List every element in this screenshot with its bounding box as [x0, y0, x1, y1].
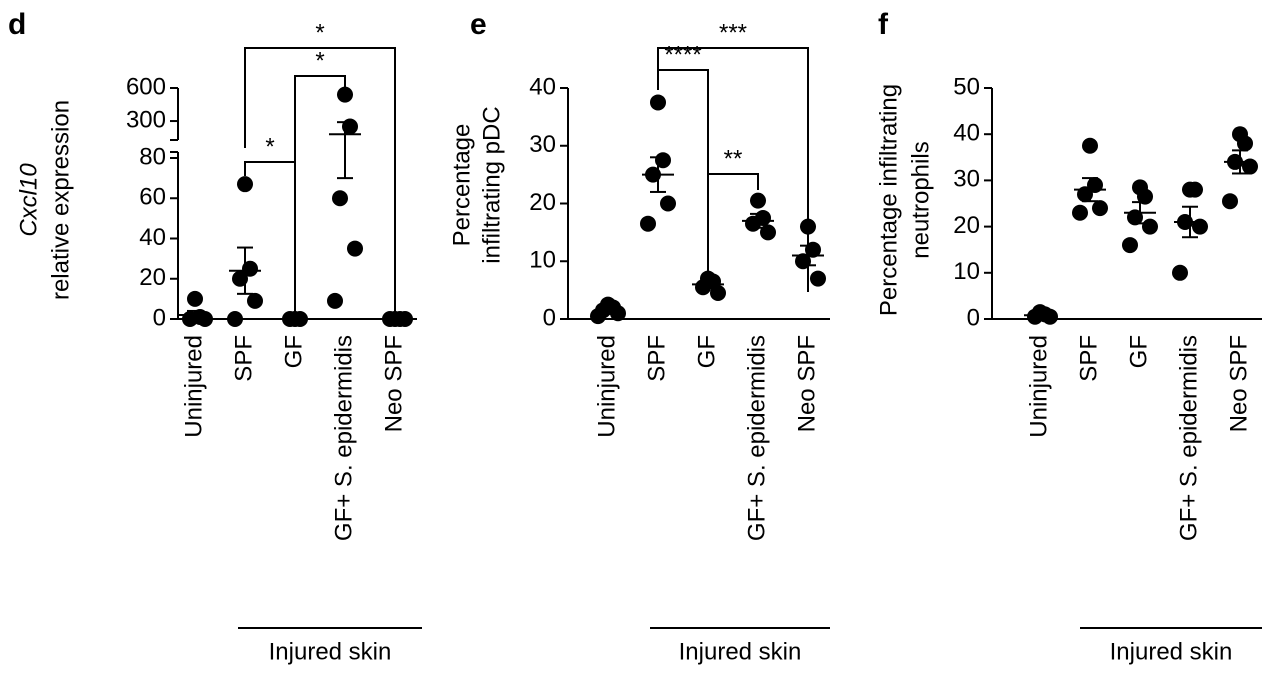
data-point [1122, 237, 1138, 254]
group-label: Injured skin [269, 638, 392, 665]
significance-label: * [265, 133, 274, 160]
x-tick-label: Uninjured [1025, 335, 1052, 438]
x-tick-label: SPF [1075, 335, 1102, 382]
significance-label: * [315, 19, 324, 46]
significance-label: **** [664, 41, 701, 68]
data-point [332, 190, 348, 207]
data-point [347, 240, 363, 257]
y-tick-label: 50 [953, 73, 980, 100]
y-tick-label: 40 [529, 73, 556, 100]
x-tick-label: Uninjured [593, 335, 620, 438]
significance-label: * [315, 47, 324, 74]
data-point [337, 86, 353, 103]
y-tick-label: 300 [126, 106, 166, 133]
x-tick-label: GF [280, 335, 307, 368]
y-tick-label: 60 [139, 184, 166, 211]
data-point [1042, 308, 1058, 325]
y-tick-label: 20 [529, 189, 556, 216]
y-tick-label: 20 [953, 212, 980, 239]
x-tick-label: Neo SPF [793, 335, 820, 432]
y-axis-label: relative expression [47, 100, 74, 300]
x-tick-label: GF+ S. epidermidis [1175, 335, 1202, 541]
panel-letter: e [470, 8, 487, 41]
y-tick-label: 40 [139, 224, 166, 251]
y-tick-label: 600 [126, 73, 166, 100]
data-point [247, 292, 263, 309]
panel-letter: d [8, 8, 26, 41]
y-axis-label: Percentage [448, 124, 475, 247]
data-point [1142, 218, 1158, 235]
x-tick-label: SPF [230, 335, 257, 382]
group-label: Injured skin [679, 638, 802, 665]
data-point [1187, 181, 1203, 198]
y-axis-label: infiltrating pDC [478, 106, 505, 263]
group-label: Injured skin [1110, 638, 1233, 665]
significance-bracket [657, 47, 809, 292]
data-point [660, 195, 676, 212]
x-tick-label: Neo SPF [380, 335, 407, 432]
panel-letter: f [878, 8, 889, 41]
x-tick-label: GF+ S. epidermidis [330, 335, 357, 541]
x-tick-label: SPF [643, 335, 670, 382]
y-tick-label: 20 [139, 264, 166, 291]
significance-bracket [294, 75, 346, 312]
y-tick-label: 40 [953, 120, 980, 147]
y-tick-label: 0 [543, 304, 556, 331]
data-point [1172, 264, 1188, 281]
data-point [1092, 200, 1108, 217]
y-tick-label: 0 [153, 304, 166, 331]
data-point [650, 94, 666, 111]
y-tick-label: 30 [529, 131, 556, 158]
x-tick-label: GF+ S. epidermidis [743, 335, 770, 541]
data-point [1137, 188, 1153, 205]
significance-label: ** [724, 145, 743, 172]
y-axis-label: Percentage infiltrating [875, 84, 902, 316]
significance-bracket [244, 47, 396, 312]
x-tick-label: GF [693, 335, 720, 368]
data-point [1082, 137, 1098, 154]
data-point [710, 285, 726, 302]
y-tick-label: 10 [953, 258, 980, 285]
data-point [1222, 193, 1238, 210]
data-point [187, 290, 203, 307]
y-tick-label: 10 [529, 247, 556, 274]
data-point [237, 176, 253, 193]
y-tick-label: 0 [967, 304, 980, 331]
significance-bracket [707, 173, 759, 270]
data-point [810, 270, 826, 287]
data-point [327, 292, 343, 309]
data-point [1237, 135, 1253, 152]
data-point [750, 192, 766, 209]
y-axis-label: neutrophils [907, 141, 934, 258]
y-axis-label: Cxcl10 [15, 163, 42, 237]
x-tick-label: GF [1125, 335, 1152, 368]
x-tick-label: Neo SPF [1225, 335, 1252, 432]
y-tick-label: 80 [139, 143, 166, 170]
x-tick-label: Uninjured [180, 335, 207, 438]
data-point [640, 215, 656, 232]
data-point [1072, 204, 1088, 221]
data-point [227, 311, 243, 327]
y-tick-label: 30 [953, 166, 980, 193]
significance-label: *** [719, 19, 747, 46]
